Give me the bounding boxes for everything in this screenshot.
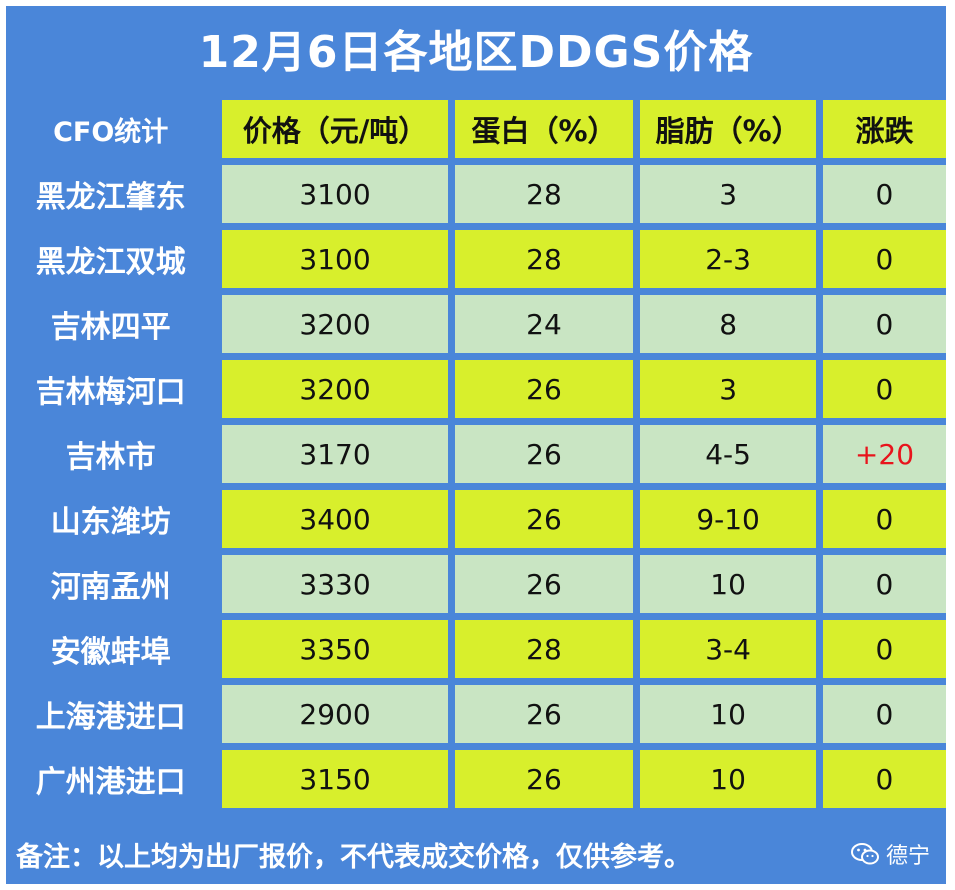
header-protein: 蛋白（%） <box>454 100 634 158</box>
cell-fat: 3 <box>640 165 816 223</box>
cell-region: 吉林四平 <box>6 295 216 353</box>
cell-change: +20 <box>822 425 946 483</box>
cell-region: 吉林梅河口 <box>6 360 216 418</box>
cell-region: 吉林市 <box>6 425 216 483</box>
table-row: 黑龙江肇东 3100 28 3 0 <box>6 165 946 223</box>
cell-fat: 2-3 <box>640 230 816 288</box>
cell-change: 0 <box>822 295 946 353</box>
table-row: 上海港进口 2900 26 10 0 <box>6 685 946 743</box>
cell-change: 0 <box>822 230 946 288</box>
cell-fat: 10 <box>640 555 816 613</box>
cell-protein: 26 <box>454 685 634 743</box>
watermark: 德宁 <box>850 838 930 870</box>
cell-price: 3100 <box>222 230 448 288</box>
cell-change: 0 <box>822 750 946 808</box>
cell-protein: 26 <box>454 360 634 418</box>
page-title: 12月6日各地区DDGS价格 <box>198 27 754 78</box>
cell-protein: 26 <box>454 425 634 483</box>
cell-region: 上海港进口 <box>6 685 216 743</box>
cell-change: 0 <box>822 555 946 613</box>
table-row: 广州港进口 3150 26 10 0 <box>6 750 946 808</box>
header-price: 价格（元/吨） <box>222 100 448 158</box>
wechat-icon <box>850 843 879 865</box>
price-table: CFO统计 价格（元/吨） 蛋白（%） 脂肪（%） 涨跌 黑龙江肇东 3100 28… <box>6 100 946 815</box>
cell-change: 0 <box>822 165 946 223</box>
cell-protein: 26 <box>454 555 634 613</box>
cell-change: 0 <box>822 620 946 678</box>
header-source: CFO统计 <box>6 100 216 158</box>
cell-price: 2900 <box>222 685 448 743</box>
table-row: 黑龙江双城 3100 28 2-3 0 <box>6 230 946 288</box>
cell-region: 广州港进口 <box>6 750 216 808</box>
cell-price: 3350 <box>222 620 448 678</box>
footnote: 备注：以上均为出厂报价，不代表成交价格，仅供参考。 <box>16 841 691 873</box>
table-row: 安徽蚌埠 3350 28 3-4 0 <box>6 620 946 678</box>
cell-region: 山东潍坊 <box>6 490 216 548</box>
cell-fat: 3-4 <box>640 620 816 678</box>
cell-fat: 10 <box>640 685 816 743</box>
watermark-text: 德宁 <box>885 844 930 869</box>
cell-fat: 8 <box>640 295 816 353</box>
cell-price: 3200 <box>222 360 448 418</box>
cell-protein: 28 <box>454 165 634 223</box>
table-row: 吉林市 3170 26 4-5 +20 <box>6 425 946 483</box>
cell-change: 0 <box>822 490 946 548</box>
header-fat: 脂肪（%） <box>640 100 816 158</box>
header-change: 涨跌 <box>822 100 946 158</box>
cell-fat: 10 <box>640 750 816 808</box>
cell-price: 3100 <box>222 165 448 223</box>
cell-change: 0 <box>822 685 946 743</box>
table-header: CFO统计 价格（元/吨） 蛋白（%） 脂肪（%） 涨跌 <box>6 100 946 158</box>
cell-change: 0 <box>822 360 946 418</box>
cell-region: 黑龙江肇东 <box>6 165 216 223</box>
table-body: 黑龙江肇东 3100 28 3 0 黑龙江双城 3100 28 2-3 0 吉林四平 3200 24 8 0… <box>6 165 946 808</box>
table-row: 河南孟州 3330 26 10 0 <box>6 555 946 613</box>
cell-protein: 28 <box>454 230 634 288</box>
table-row: 吉林四平 3200 24 8 0 <box>6 295 946 353</box>
cell-price: 3400 <box>222 490 448 548</box>
table-row: 山东潍坊 3400 26 9-10 0 <box>6 490 946 548</box>
price-table-sheet: 12月6日各地区DDGS价格 CFO统计 价格（元/吨） 蛋白（%） 脂肪（%）… <box>6 6 946 884</box>
cell-price: 3170 <box>222 425 448 483</box>
cell-price: 3150 <box>222 750 448 808</box>
cell-fat: 4-5 <box>640 425 816 483</box>
cell-fat: 3 <box>640 360 816 418</box>
cell-protein: 28 <box>454 620 634 678</box>
table-row: 吉林梅河口 3200 26 3 0 <box>6 360 946 418</box>
cell-region: 黑龙江双城 <box>6 230 216 288</box>
cell-price: 3330 <box>222 555 448 613</box>
cell-region: 河南孟州 <box>6 555 216 613</box>
cell-protein: 26 <box>454 750 634 808</box>
cell-protein: 26 <box>454 490 634 548</box>
cell-price: 3200 <box>222 295 448 353</box>
cell-fat: 9-10 <box>640 490 816 548</box>
cell-region: 安徽蚌埠 <box>6 620 216 678</box>
cell-protein: 24 <box>454 295 634 353</box>
